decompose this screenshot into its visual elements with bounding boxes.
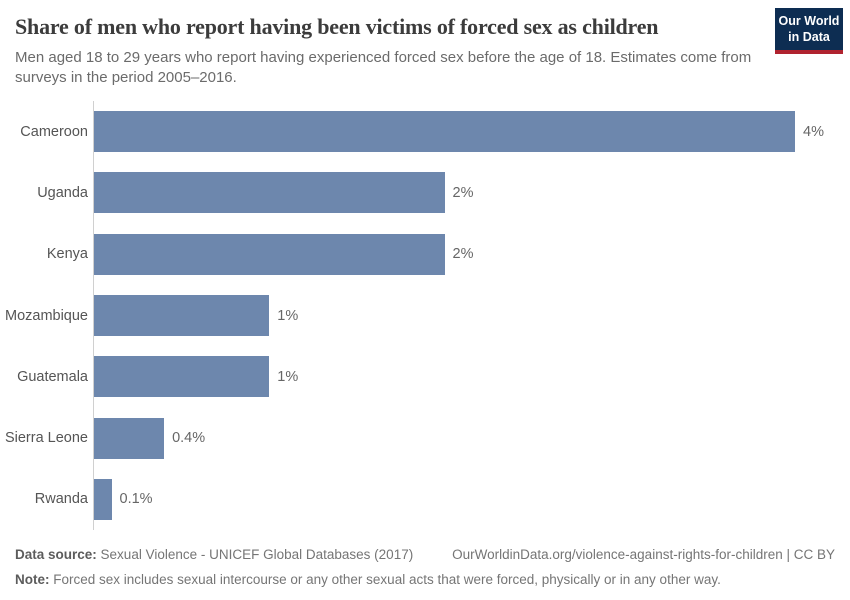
value-label-sierra-leone: 0.4%: [172, 430, 206, 447]
chart-row-cameroon: Cameroon 4%: [0, 101, 850, 162]
bar-rwanda[interactable]: [94, 478, 112, 520]
bar-wrap-guatemala: 1%: [94, 356, 299, 398]
bar-mozambique[interactable]: [94, 295, 270, 337]
chart-row-rwanda: Rwanda 0.1%: [0, 469, 850, 530]
footer-note: Note: Forced sex includes sexual interco…: [15, 571, 835, 589]
value-label-kenya: 2%: [452, 246, 474, 263]
value-label-uganda: 2%: [452, 184, 474, 201]
footer-line-1: Data source: Sexual Violence - UNICEF Gl…: [15, 546, 835, 564]
logo-line-2: in Data: [788, 29, 830, 44]
category-label-rwanda: Rwanda: [34, 491, 88, 508]
data-source-label: Data source:: [15, 547, 97, 562]
value-label-cameroon: 4%: [803, 123, 824, 140]
ourworldindata-logo[interactable]: Our World in Data: [775, 8, 843, 55]
logo-line-1: Our World: [778, 14, 840, 28]
data-source: Data source: Sexual Violence - UNICEF Gl…: [15, 546, 413, 564]
page-title: Share of men who report having been vict…: [15, 14, 659, 39]
chart-subtitle: Men aged 18 to 29 years who report havin…: [15, 49, 752, 87]
chart-row-kenya: Kenya 2%: [0, 224, 850, 285]
bar-wrap-kenya: 2%: [94, 233, 474, 275]
bar-kenya[interactable]: [94, 233, 445, 275]
note-label: Note:: [15, 571, 50, 587]
value-label-guatemala: 1%: [277, 368, 299, 385]
category-label-kenya: Kenya: [46, 246, 88, 263]
y-axis-line: [93, 101, 94, 530]
data-source-text: Sexual Violence - UNICEF Global Database…: [100, 547, 414, 562]
chart-row-sierra-leone: Sierra Leone 0.4%: [0, 407, 850, 468]
bar-wrap-sierra-leone: 0.4%: [94, 417, 206, 459]
bar-wrap-mozambique: 1%: [94, 295, 299, 337]
chart-row-guatemala: Guatemala 1%: [0, 346, 850, 407]
chart-row-uganda: Uganda 2%: [0, 162, 850, 223]
bar-wrap-cameroon: 4%: [94, 111, 824, 153]
note-text: Forced sex includes sexual intercourse o…: [53, 571, 721, 587]
category-label-sierra-leone: Sierra Leone: [4, 430, 88, 447]
value-label-mozambique: 1%: [277, 307, 299, 324]
chart-footer: Data source: Sexual Violence - UNICEF Gl…: [15, 546, 835, 588]
logo-red-accent-bar: [775, 50, 843, 55]
chart-row-mozambique: Mozambique 1%: [0, 285, 850, 346]
category-label-guatemala: Guatemala: [17, 368, 88, 385]
bar-guatemala[interactable]: [94, 356, 270, 398]
category-label-mozambique: Mozambique: [4, 307, 88, 324]
category-label-cameroon: Cameroon: [20, 123, 88, 140]
category-label-uganda: Uganda: [37, 184, 88, 201]
value-label-rwanda: 0.1%: [119, 491, 153, 508]
bar-sierra-leone[interactable]: [94, 417, 165, 459]
chart-header: Share of men who report having been vict…: [0, 0, 850, 89]
chart-rows: Cameroon 4% Uganda 2% Kenya 2% Mozambique 1% Gua…: [0, 101, 850, 530]
bar-wrap-uganda: 2%: [94, 172, 474, 214]
bar-cameroon[interactable]: [94, 111, 795, 153]
attribution-link[interactable]: OurWorldinData.org/violence-against-righ…: [452, 547, 835, 562]
bar-wrap-rwanda: 0.1%: [94, 478, 153, 520]
bar-chart: Cameroon 4% Uganda 2% Kenya 2% Mozambique 1% Gua…: [0, 101, 850, 531]
bar-uganda[interactable]: [94, 172, 445, 214]
